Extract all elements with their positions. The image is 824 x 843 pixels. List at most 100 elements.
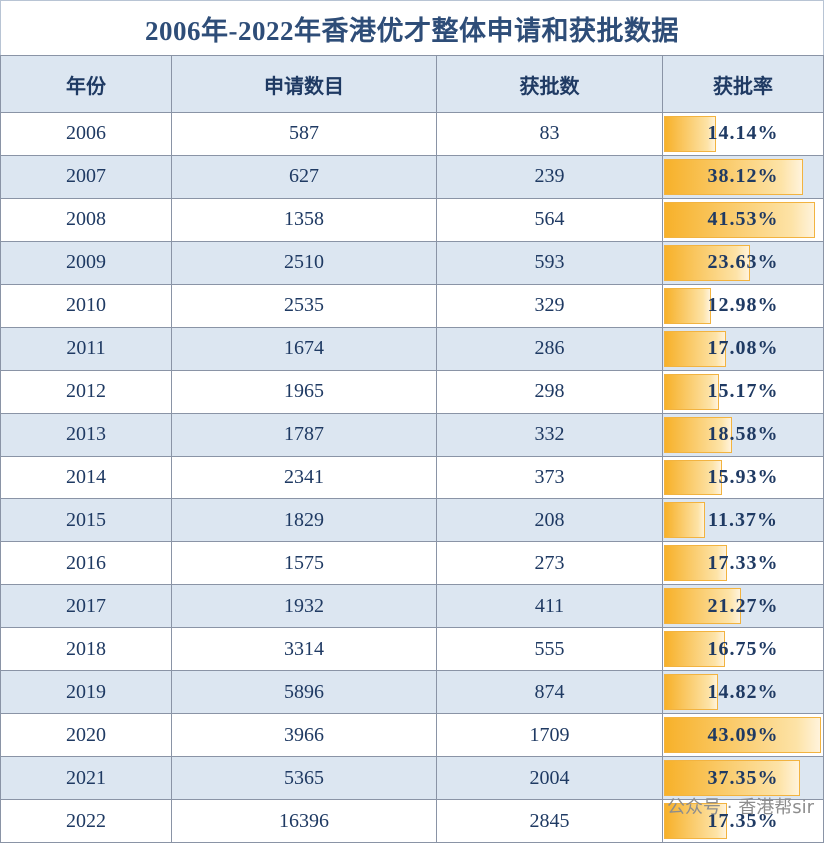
table-cell: 1358 [172, 198, 437, 242]
data-bar [664, 674, 718, 711]
header-cell: 年份 [0, 55, 172, 113]
table-cell: 286 [437, 327, 663, 371]
table-cell: 2018 [0, 628, 172, 672]
rate-cell: 14.82% [663, 671, 824, 715]
table-cell: 411 [437, 585, 663, 629]
data-bar [664, 287, 712, 324]
data-bar [664, 717, 821, 754]
rate-label: 15.17% [707, 380, 779, 403]
rate-cell: 21.27% [663, 585, 824, 629]
rate-cell: 15.17% [663, 370, 824, 414]
table-cell: 564 [437, 198, 663, 242]
rate-label: 18.58% [707, 423, 779, 446]
table-cell: 627 [172, 155, 437, 199]
rate-cell: 17.33% [663, 542, 824, 586]
table-cell: 1787 [172, 413, 437, 457]
table-cell: 874 [437, 671, 663, 715]
rate-cell: 17.08% [663, 327, 824, 371]
table-cell: 332 [437, 413, 663, 457]
table-cell: 587 [172, 113, 437, 156]
rate-cell: 38.12% [663, 155, 824, 199]
table-cell: 2015 [0, 499, 172, 543]
table-cell: 1575 [172, 542, 437, 586]
table-cell: 16396 [172, 800, 437, 843]
data-bar [664, 373, 720, 410]
rate-label: 38.12% [707, 165, 779, 188]
rate-cell: 23.63% [663, 241, 824, 285]
data-bar [664, 459, 723, 496]
table-cell: 2510 [172, 241, 437, 285]
table-cell: 3966 [172, 714, 437, 758]
header-cell: 申请数目 [172, 55, 437, 113]
table-cell: 329 [437, 284, 663, 328]
table-cell: 1932 [172, 585, 437, 629]
rate-label: 12.98% [707, 294, 779, 317]
rate-cell: 15.93% [663, 456, 824, 500]
data-bar [664, 330, 727, 367]
table-cell: 273 [437, 542, 663, 586]
table-cell: 2341 [172, 456, 437, 500]
rate-cell: 11.37% [663, 499, 824, 543]
rate-cell: 17.35% [663, 800, 824, 843]
data-bar [664, 416, 732, 453]
table-cell: 5896 [172, 671, 437, 715]
table-cell: 2845 [437, 800, 663, 843]
rate-cell: 12.98% [663, 284, 824, 328]
table-cell: 1829 [172, 499, 437, 543]
table-cell: 2535 [172, 284, 437, 328]
data-bar [664, 116, 716, 152]
rate-cell: 16.75% [663, 628, 824, 672]
rate-label: 17.08% [707, 337, 779, 360]
rate-label: 11.37% [708, 508, 778, 531]
table-cell: 555 [437, 628, 663, 672]
data-bar [664, 545, 728, 582]
rate-label: 21.27% [707, 594, 779, 617]
rate-label: 14.82% [707, 680, 779, 703]
table-cell: 2021 [0, 757, 172, 801]
table-cell: 2007 [0, 155, 172, 199]
table-cell: 2011 [0, 327, 172, 371]
table-cell: 2006 [0, 113, 172, 156]
rate-label: 14.14% [707, 122, 779, 145]
data-bar [664, 244, 751, 281]
table-cell: 2017 [0, 585, 172, 629]
rate-label: 37.35% [707, 766, 779, 789]
data-bar [664, 631, 726, 668]
header-cell: 获批率 [663, 55, 824, 113]
table-cell: 593 [437, 241, 663, 285]
data-bar [664, 201, 816, 238]
table-cell: 83 [437, 113, 663, 156]
table-cell: 2016 [0, 542, 172, 586]
data-bar [664, 158, 803, 195]
table-cell: 2008 [0, 198, 172, 242]
table-cell: 2012 [0, 370, 172, 414]
table-cell: 1965 [172, 370, 437, 414]
data-bar [664, 588, 742, 625]
rate-label: 17.35% [707, 809, 779, 832]
rate-label: 17.33% [707, 551, 779, 574]
data-bar [664, 502, 706, 539]
rate-label: 23.63% [707, 251, 779, 274]
table-cell: 2004 [437, 757, 663, 801]
table-cell: 2009 [0, 241, 172, 285]
rate-label: 43.09% [707, 723, 779, 746]
table-cell: 2010 [0, 284, 172, 328]
table-cell: 208 [437, 499, 663, 543]
rate-label: 15.93% [707, 465, 779, 488]
table-title: 2006年-2022年香港优才整体申请和获批数据 [0, 0, 824, 55]
data-bar [664, 803, 728, 839]
table-cell: 1709 [437, 714, 663, 758]
table-cell: 5365 [172, 757, 437, 801]
table-cell: 298 [437, 370, 663, 414]
rate-cell: 43.09% [663, 714, 824, 758]
table-cell: 2013 [0, 413, 172, 457]
table-cell: 3314 [172, 628, 437, 672]
table-cell: 2019 [0, 671, 172, 715]
rate-cell: 18.58% [663, 413, 824, 457]
rate-cell: 14.14% [663, 113, 824, 156]
rate-cell: 37.35% [663, 757, 824, 801]
table-cell: 1674 [172, 327, 437, 371]
rate-label: 41.53% [707, 208, 779, 231]
table-cell: 2022 [0, 800, 172, 843]
